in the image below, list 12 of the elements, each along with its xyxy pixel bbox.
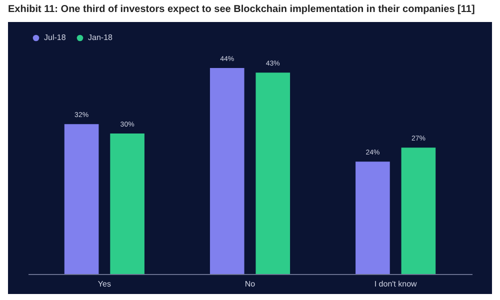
x-tick-label: Yes xyxy=(98,280,111,288)
bar xyxy=(64,124,99,274)
x-tick-label: I don't know xyxy=(374,280,418,288)
bar xyxy=(356,162,390,274)
bar xyxy=(401,148,436,274)
x-tick-label: No xyxy=(244,280,256,288)
legend-label: Jul-18 xyxy=(44,33,66,42)
legend-label: Jan-18 xyxy=(88,33,114,42)
bar xyxy=(256,72,290,274)
bar xyxy=(110,134,144,274)
bar xyxy=(210,68,244,274)
chart-title: Exhibit 11: One third of investors expect to see Blockchain implementation in their companies [11] xyxy=(7,3,476,17)
